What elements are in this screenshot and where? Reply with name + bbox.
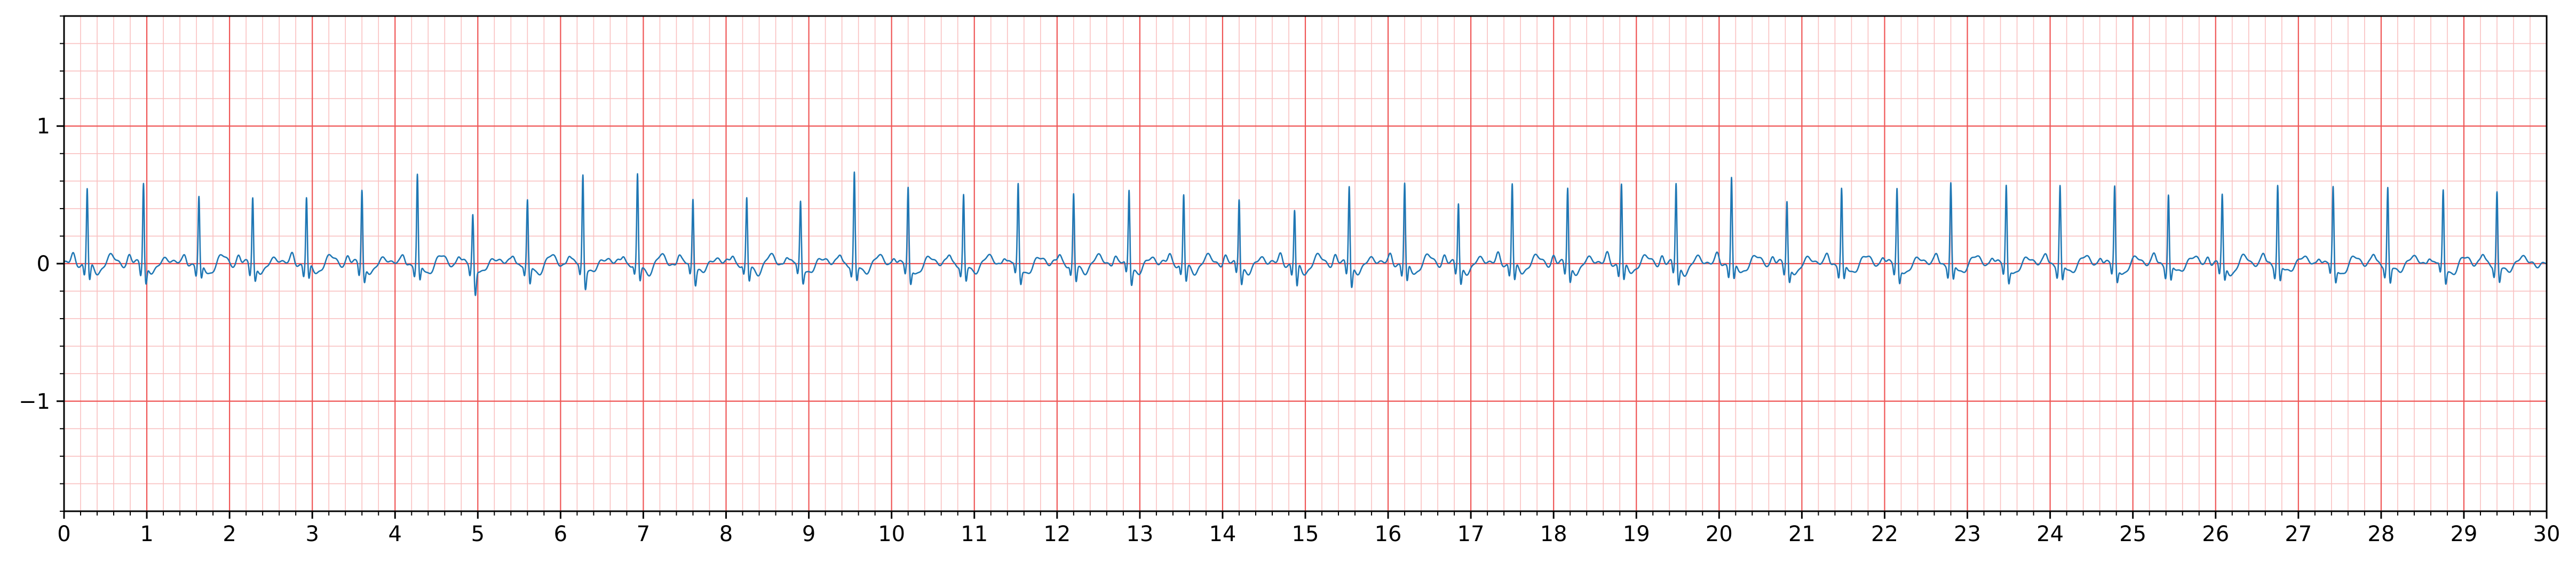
y-tick-label: −1 [19,390,50,414]
x-tick-label: 25 [2119,522,2146,546]
ecg-series-line [64,171,2547,296]
x-tick-label: 5 [471,522,485,546]
x-tick-label: 30 [2533,522,2561,546]
x-tick-label: 1 [140,522,153,546]
x-tick-label: 26 [2202,522,2229,546]
x-tick-label: 21 [1788,522,1816,546]
x-tick-label: 18 [1540,522,1567,546]
x-tick-label: 10 [878,522,905,546]
x-tick-label: 23 [1954,522,1981,546]
y-tick-label: 1 [37,114,50,139]
x-tick-label: 17 [1457,522,1485,546]
x-tick-label: 4 [389,522,402,546]
x-tick-label: 14 [1209,522,1236,546]
x-tick-label: 0 [57,522,70,546]
x-tick-label: 29 [2450,522,2477,546]
x-tick-label: 15 [1292,522,1319,546]
x-tick-label: 11 [961,522,988,546]
ecg-trace-layer [64,171,2547,296]
x-tick-label: 7 [637,522,650,546]
x-tick-label: 2 [223,522,236,546]
x-tick-label: 27 [2285,522,2312,546]
x-tick-label: 22 [1871,522,1898,546]
y-axis: −1 0 1 [19,15,64,512]
x-tick-label: 16 [1375,522,1402,546]
x-tick-label: 6 [554,522,567,546]
x-tick-label: 12 [1043,522,1071,546]
x-tick-label: 9 [802,522,815,546]
x-tick-label: 13 [1126,522,1153,546]
y-tick-label: 0 [37,252,50,276]
x-tick-label: 20 [1706,522,1733,546]
x-tick-label: 3 [305,522,319,546]
x-axis: 0 1 2 3 4 5 6 7 8 9 10 11 12 13 14 15 16 17 18 19 20 21 22 23 24… [57,511,2560,546]
x-tick-label: 24 [2036,522,2064,546]
x-tick-label: 28 [2367,522,2395,546]
x-tick-label: 19 [1623,522,1650,546]
x-tick-label: 8 [719,522,733,546]
